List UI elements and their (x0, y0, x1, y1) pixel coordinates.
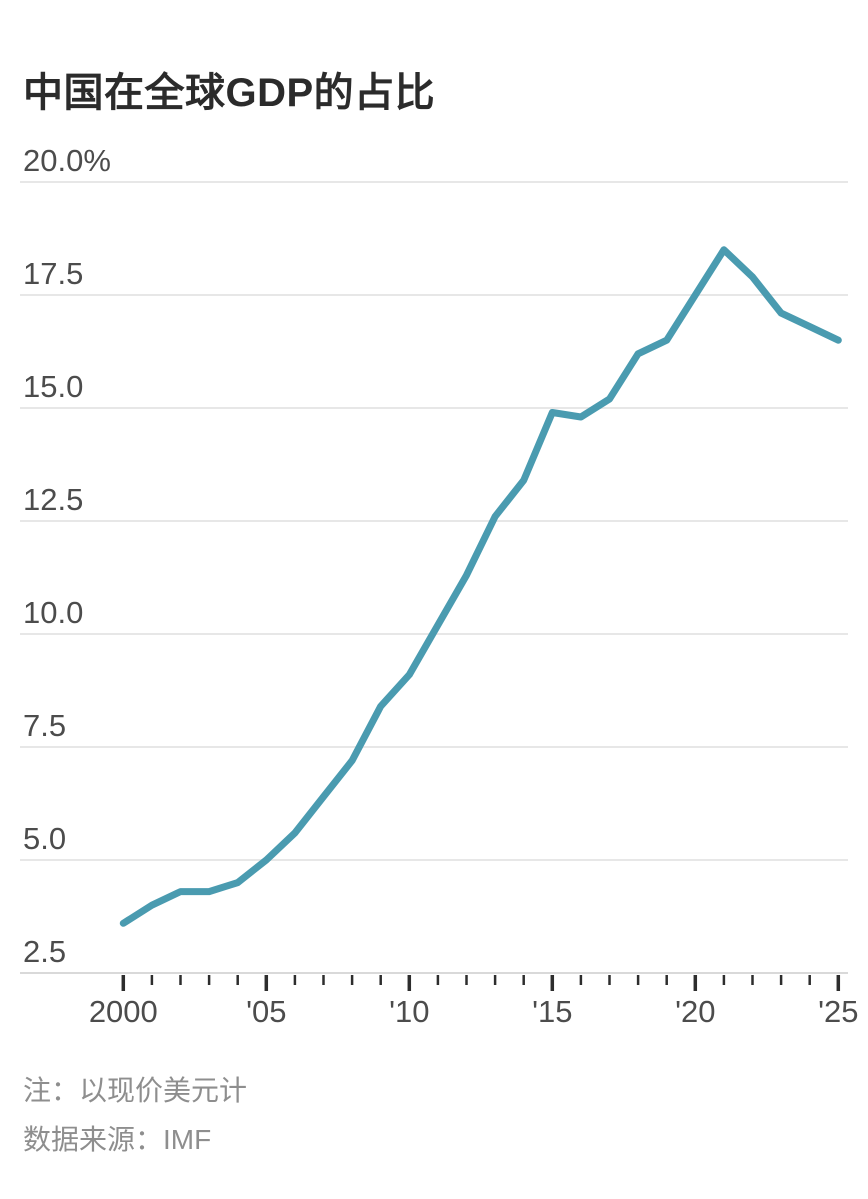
chart-note: 注：以现价美元计 (23, 1075, 248, 1106)
chart-footnotes: 注：以现价美元计 数据来源：IMF (23, 1066, 247, 1164)
y-axis-label: 15.0 (23, 369, 83, 404)
x-axis-label: '10 (389, 994, 429, 1029)
y-axis-label: 10.0 (23, 595, 83, 630)
y-axis-label: 20.0% (23, 143, 111, 178)
gdp-share-line (119, 246, 842, 927)
y-axis-label: 17.5 (23, 256, 83, 291)
x-axis-label: '05 (246, 994, 286, 1029)
chart-title: 中国在全球GDP的占比 (23, 71, 436, 115)
y-axis-label: 12.5 (23, 482, 83, 517)
chart-source: 数据来源：IMF (23, 1124, 212, 1155)
x-axis-label: '20 (675, 994, 715, 1029)
y-axis-label: 5.0 (23, 821, 66, 856)
x-axis-label: '15 (532, 994, 572, 1029)
x-axis-label: '25 (818, 994, 858, 1029)
x-axis-label: 2000 (89, 994, 158, 1029)
y-axis-label: 2.5 (23, 934, 66, 969)
y-axis-label: 7.5 (23, 708, 66, 743)
